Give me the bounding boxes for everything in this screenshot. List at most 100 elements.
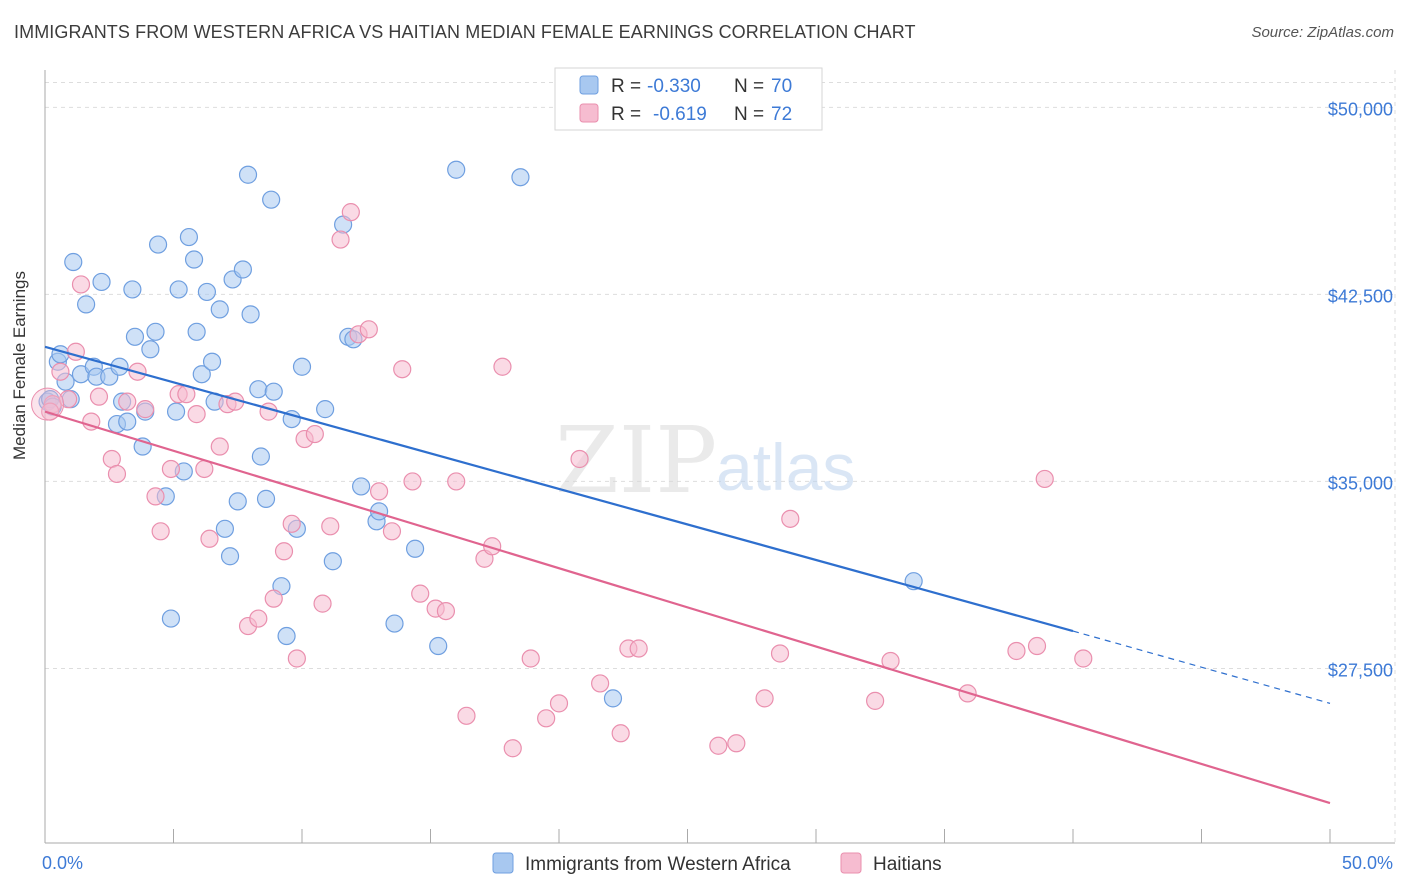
blue-point <box>187 322 206 341</box>
blue-trend-extension <box>1072 630 1331 704</box>
legend-n-value-pink: 72 <box>771 104 792 125</box>
y-tick-label: $50,000 <box>1328 99 1393 119</box>
blue-point <box>64 252 83 272</box>
blue-point <box>316 400 335 419</box>
pink-point <box>359 320 378 339</box>
blue-point <box>77 295 96 314</box>
legend-n-label-blue: N = <box>734 76 764 97</box>
y-tick-label: $42,500 <box>1328 286 1393 306</box>
pink-point <box>259 402 278 421</box>
pink-point <box>457 706 476 725</box>
pink-point <box>382 522 402 541</box>
blue-point <box>603 689 623 708</box>
blue-point <box>233 260 252 279</box>
pink-point <box>187 405 206 424</box>
blue-point <box>241 305 260 324</box>
pink-point <box>51 362 70 381</box>
pink-point <box>313 594 332 613</box>
pink-point <box>136 400 155 419</box>
tick-labels: $27,500 $35,000 $42,500 $50,000 0.0% 50.0% <box>42 99 1393 873</box>
blue-point <box>92 272 111 292</box>
blue-point <box>352 477 371 496</box>
pink-point <box>341 203 360 222</box>
blue-point <box>125 327 145 346</box>
series-label-pink: Haitians <box>873 854 942 875</box>
pink-point <box>249 609 268 628</box>
pink-point <box>282 514 301 533</box>
blue-point <box>262 190 281 209</box>
pink-point <box>287 649 306 668</box>
series-swatch-pink <box>840 852 862 874</box>
series-label-blue: Immigrants from Western Africa <box>525 854 791 875</box>
blue-point <box>292 357 312 376</box>
series-legend: Immigrants from Western Africa Haitians <box>492 852 942 875</box>
pink-point <box>305 424 324 444</box>
series-swatch-blue <box>492 852 514 874</box>
pink-point <box>393 360 412 379</box>
pink-point <box>537 709 556 728</box>
blue-point <box>238 165 258 184</box>
blue-point <box>148 235 168 254</box>
pink-point <box>82 412 101 431</box>
data-points <box>31 160 1093 758</box>
pink-point <box>447 472 466 491</box>
blue-point <box>166 402 186 421</box>
pink-point <box>866 691 885 710</box>
blue-point <box>215 519 234 538</box>
stats-legend: R = -0.330 N = 70 R = -0.619 N = 72 <box>554 67 823 131</box>
pink-point <box>151 522 170 541</box>
x-tick-label: 0.0% <box>42 853 83 873</box>
pink-point <box>709 736 728 755</box>
pink-point <box>781 509 800 528</box>
blue-point <box>385 614 404 633</box>
axes <box>44 70 1395 844</box>
pink-point <box>1035 469 1054 489</box>
pink-point <box>503 739 522 758</box>
pink-point <box>274 542 294 561</box>
legend-r-label-pink: R = <box>611 104 641 125</box>
blue-point <box>220 547 240 566</box>
pink-point <box>755 689 774 708</box>
pink-point <box>436 601 456 621</box>
blue-point <box>192 365 211 384</box>
pink-point <box>146 487 165 506</box>
blue-point <box>447 160 466 179</box>
pink-point <box>1074 649 1093 668</box>
pink-point <box>403 472 422 491</box>
pink-point <box>570 449 589 469</box>
pink-point <box>370 482 389 501</box>
x-tick-label: 50.0% <box>1342 853 1393 873</box>
legend-r-label-blue: R = <box>611 76 641 97</box>
blue-trend-line <box>44 345 1074 633</box>
blue-point <box>249 380 268 399</box>
pink-point <box>549 694 569 713</box>
pink-point <box>591 674 610 693</box>
legend-r-value-blue: -0.330 <box>647 76 701 97</box>
pink-point <box>493 357 512 376</box>
pink-point <box>727 734 746 753</box>
pink-point <box>321 517 340 536</box>
trend-lines <box>44 345 1331 805</box>
blue-point <box>202 352 222 371</box>
pink-trend-line <box>44 410 1331 805</box>
legend-r-value-pink: -0.619 <box>653 104 707 125</box>
pink-point <box>71 275 91 294</box>
watermark: ZIP atlas <box>555 407 855 514</box>
pink-point <box>118 392 137 411</box>
pink-point <box>521 649 540 668</box>
pink-point <box>200 529 219 548</box>
pink-point <box>107 464 127 484</box>
pink-point <box>1027 636 1047 656</box>
blue-point <box>429 636 448 656</box>
pink-point <box>210 437 229 456</box>
legend-n-label-pink: N = <box>734 104 764 125</box>
blue-point <box>511 168 530 187</box>
blue-point <box>179 227 199 247</box>
blue-point <box>405 539 425 558</box>
blue-point <box>123 280 142 299</box>
legend-swatch-blue <box>579 75 599 95</box>
blue-point <box>256 489 276 508</box>
blue-point <box>184 250 204 269</box>
pink-point <box>89 387 109 406</box>
